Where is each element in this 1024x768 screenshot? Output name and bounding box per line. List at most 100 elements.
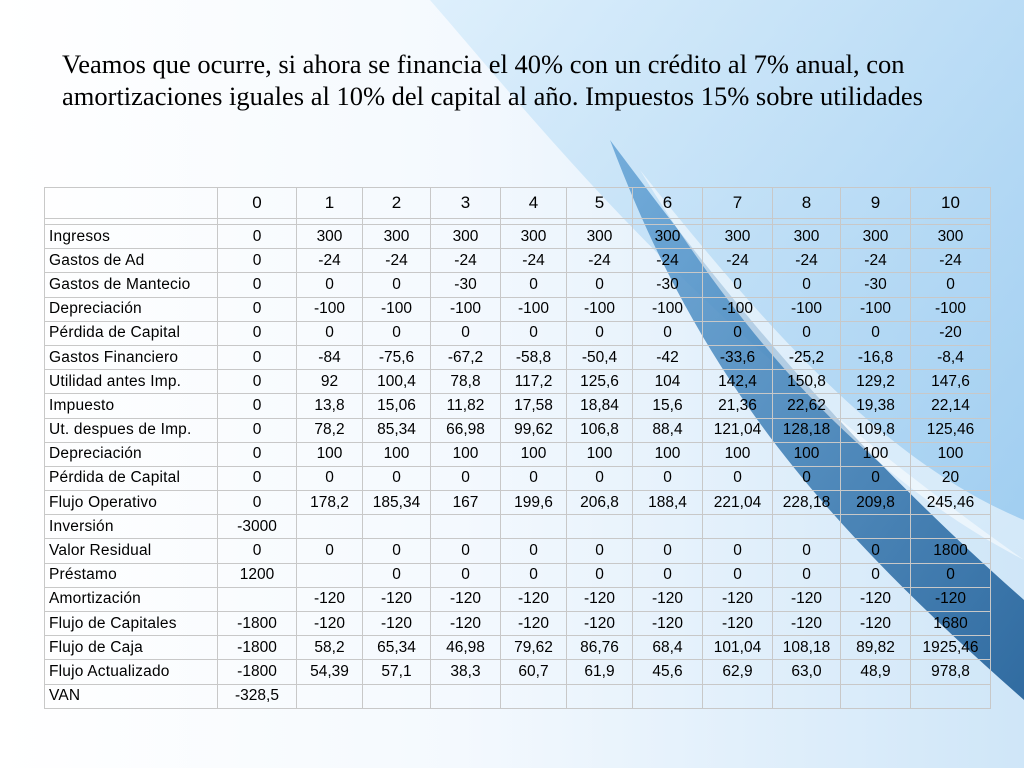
column-header: 2 (362, 187, 431, 219)
table-cell: 20 (910, 465, 991, 492)
table-cell (702, 683, 773, 709)
table-cell: 128,18 (772, 417, 841, 443)
row-label: Depreciación (44, 296, 218, 322)
column-header: 0 (217, 187, 297, 219)
row-label: Flujo Actualizado (44, 659, 218, 685)
table-cell: 13,8 (296, 393, 363, 419)
table-cell (296, 514, 363, 540)
header-corner-cell (44, 187, 218, 219)
table-cell: -120 (632, 586, 703, 613)
table-cell: -120 (500, 610, 567, 637)
table-row: Préstamo 1200 0 0 0 0 0 0 0 0 0 (44, 562, 991, 588)
table-cell: 100,4 (362, 369, 431, 395)
table-cell: 92 (296, 369, 363, 395)
table-cell: 78,8 (430, 369, 501, 395)
column-header: 5 (566, 187, 633, 219)
table-cell: 188,4 (632, 490, 703, 516)
column-header: 4 (500, 187, 567, 219)
table-cell: 0 (217, 320, 297, 346)
table-cell: -30 (430, 272, 501, 298)
table-cell: -120 (362, 610, 431, 637)
table-cell: 0 (217, 417, 297, 443)
table-cell: 0 (772, 272, 841, 298)
table-cell: -1800 (217, 659, 297, 685)
table-row: Flujo de Capitales -1800 -120 -120 -120 -120-… (44, 610, 991, 637)
table-cell: 61,9 (566, 659, 633, 685)
spacer-cell (910, 218, 991, 225)
table-cell: -120 (702, 586, 773, 613)
table-row: Gastos de Mantecio 0 0 0 -30 0 0 -30 0 0 -30 0 (44, 272, 991, 298)
table-cell: 0 (566, 538, 633, 564)
table-cell: 185,34 (362, 490, 431, 516)
row-label: Amortización (44, 586, 218, 613)
table-cell: 100 (702, 441, 773, 467)
table-cell: -100 (566, 296, 633, 322)
table-cell (910, 514, 991, 540)
table-cell (632, 683, 703, 709)
table-cell: -328,5 (217, 683, 297, 709)
table-cell: 66,98 (430, 417, 501, 443)
table-cell: 0 (362, 272, 431, 298)
table-cell: 100 (632, 441, 703, 467)
table-cell (362, 514, 431, 540)
table-cell: 1680 (910, 610, 991, 637)
table-cell: 89,82 (840, 635, 911, 661)
table-cell: -24 (430, 248, 501, 274)
table-cell: 0 (217, 344, 297, 371)
row-label: Ingresos (44, 223, 218, 250)
table-row: Gastos Financiero 0 -84 -75,6 -67,2 -58,8 -50,… (44, 344, 991, 371)
table-cell: -30 (840, 272, 911, 298)
table-cell (840, 683, 911, 709)
table-cell: 300 (632, 223, 703, 250)
table-cell (296, 683, 363, 709)
table-cell: 15,6 (632, 393, 703, 419)
table-cell: 17,58 (500, 393, 567, 419)
table-cell: -58,8 (500, 344, 567, 371)
cash-flow-table: 0 1 2 3 4 5 6 7 8 9 10 Ingresos 0 300 300 300 300 300 300… (44, 187, 991, 709)
table-cell: -120 (772, 586, 841, 613)
table-cell (840, 514, 911, 540)
table-cell: 86,76 (566, 635, 633, 661)
table-cell: 0 (217, 538, 297, 564)
table-row: Pérdida de Capital 0 0 0 0 0 0 0 0 0 0 -20 (44, 320, 991, 346)
table-cell: 65,34 (362, 635, 431, 661)
table-cell: 0 (362, 320, 431, 346)
table-cell: 0 (702, 465, 773, 492)
table-cell: 0 (430, 320, 501, 346)
table-cell: -100 (362, 296, 431, 322)
table-cell: 106,8 (566, 417, 633, 443)
table-cell: -16,8 (840, 344, 911, 371)
table-cell: 206,8 (566, 490, 633, 516)
row-label: Pérdida de Capital (44, 320, 218, 346)
table-cell: 100 (840, 441, 911, 467)
table-row: VAN -328,5 (44, 683, 991, 709)
table-cell: 60,7 (500, 659, 567, 685)
table-cell: 199,6 (500, 490, 567, 516)
row-label: Gastos de Ad (44, 248, 218, 274)
table-cell: 0 (217, 393, 297, 419)
table-cell: 46,98 (430, 635, 501, 661)
table-cell (296, 562, 363, 588)
table-cell: 0 (772, 538, 841, 564)
table-cell: -24 (840, 248, 911, 274)
table-cell: -67,2 (430, 344, 501, 371)
table-cell: 0 (840, 562, 911, 588)
table-row: Amortización -120 -120 -120 -120 -120 -120 -120… (44, 586, 991, 613)
table-cell (500, 514, 567, 540)
table-cell: 117,2 (500, 369, 567, 395)
table-cell: 0 (910, 562, 991, 588)
row-label: Flujo Operativo (44, 490, 218, 516)
table-row: Inversión -3000 (44, 514, 991, 540)
table-row: Utilidad antes Imp. 0 92 100,4 78,8 117,2 125,… (44, 369, 991, 395)
row-label: Utilidad antes Imp. (44, 369, 218, 395)
table-cell: -100 (632, 296, 703, 322)
table-cell: -100 (296, 296, 363, 322)
table-cell: 0 (430, 465, 501, 492)
table-cell: -120 (296, 586, 363, 613)
table-cell: 0 (632, 562, 703, 588)
table-cell: -120 (772, 610, 841, 637)
table-cell: 0 (296, 538, 363, 564)
table-row: Flujo Actualizado -1800 54,39 57,1 38,3 60,7 6… (44, 659, 991, 685)
table-cell: 48,9 (840, 659, 911, 685)
table-cell: 300 (840, 223, 911, 250)
